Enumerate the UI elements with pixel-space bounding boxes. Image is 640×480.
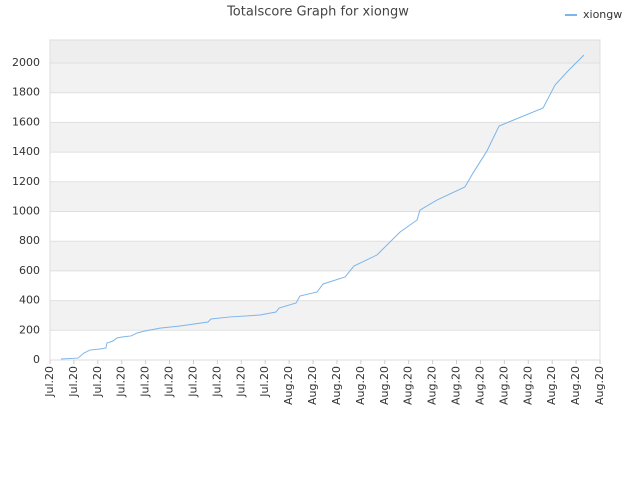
data-line xyxy=(60,54,585,360)
y-tick-label: 2000 xyxy=(12,56,40,69)
x-tick-label: Jul.20 xyxy=(234,366,247,398)
x-tick-label: Aug.20 xyxy=(402,366,415,405)
x-tick-label: Jul.20 xyxy=(210,366,223,398)
x-tick-label: Aug.20 xyxy=(330,366,343,405)
grid-band xyxy=(50,63,600,93)
x-tick-label: Jul.20 xyxy=(139,366,152,398)
y-tick-label: 1000 xyxy=(12,205,40,218)
grid-band xyxy=(50,300,600,331)
x-tick-label: Jul.20 xyxy=(186,366,199,398)
y-tick-label: 1600 xyxy=(12,115,40,128)
y-tick-label: 400 xyxy=(19,294,40,307)
y-tick-label: 800 xyxy=(19,234,40,247)
x-tick-label: Jul.20 xyxy=(67,366,80,398)
x-tick-label: Aug.20 xyxy=(378,366,391,405)
x-tick-label: Aug.20 xyxy=(306,366,319,405)
y-tick-label: 1800 xyxy=(12,86,40,99)
legend-label: xiongw xyxy=(583,8,622,21)
grid-band xyxy=(50,241,600,271)
y-tick-label: 200 xyxy=(19,323,40,336)
x-tick-label: Aug.20 xyxy=(426,366,439,405)
plot-border xyxy=(49,39,601,361)
x-tick-label: Aug.20 xyxy=(473,366,486,405)
x-tick-label: Jul.20 xyxy=(115,366,128,398)
y-tick-label: 0 xyxy=(33,353,40,366)
x-tick-label: Aug.20 xyxy=(569,366,582,405)
y-tick-label: 600 xyxy=(19,264,40,277)
x-tick-label: Aug.20 xyxy=(282,366,295,405)
grid-band xyxy=(50,122,600,153)
grid-band xyxy=(50,40,600,64)
x-tick-label: Jul.20 xyxy=(258,366,271,398)
x-tick-label: Aug.20 xyxy=(521,366,534,405)
x-tick-label: Jul.20 xyxy=(91,366,104,398)
x-tick-label: Aug.20 xyxy=(354,366,367,405)
x-tick-label: Jul.20 xyxy=(163,366,176,398)
y-tick-label: 1200 xyxy=(12,175,40,188)
x-tick-label: Jul.20 xyxy=(43,366,56,398)
chart-title: Totalscore Graph for xiongw xyxy=(226,5,409,20)
y-tick-label: 1400 xyxy=(12,145,40,158)
x-tick-label: Aug.20 xyxy=(450,366,463,405)
grid-band xyxy=(50,181,600,212)
x-tick-label: Aug.20 xyxy=(593,366,606,405)
x-tick-label: Aug.20 xyxy=(545,366,558,405)
x-tick-label: Aug.20 xyxy=(497,366,510,405)
